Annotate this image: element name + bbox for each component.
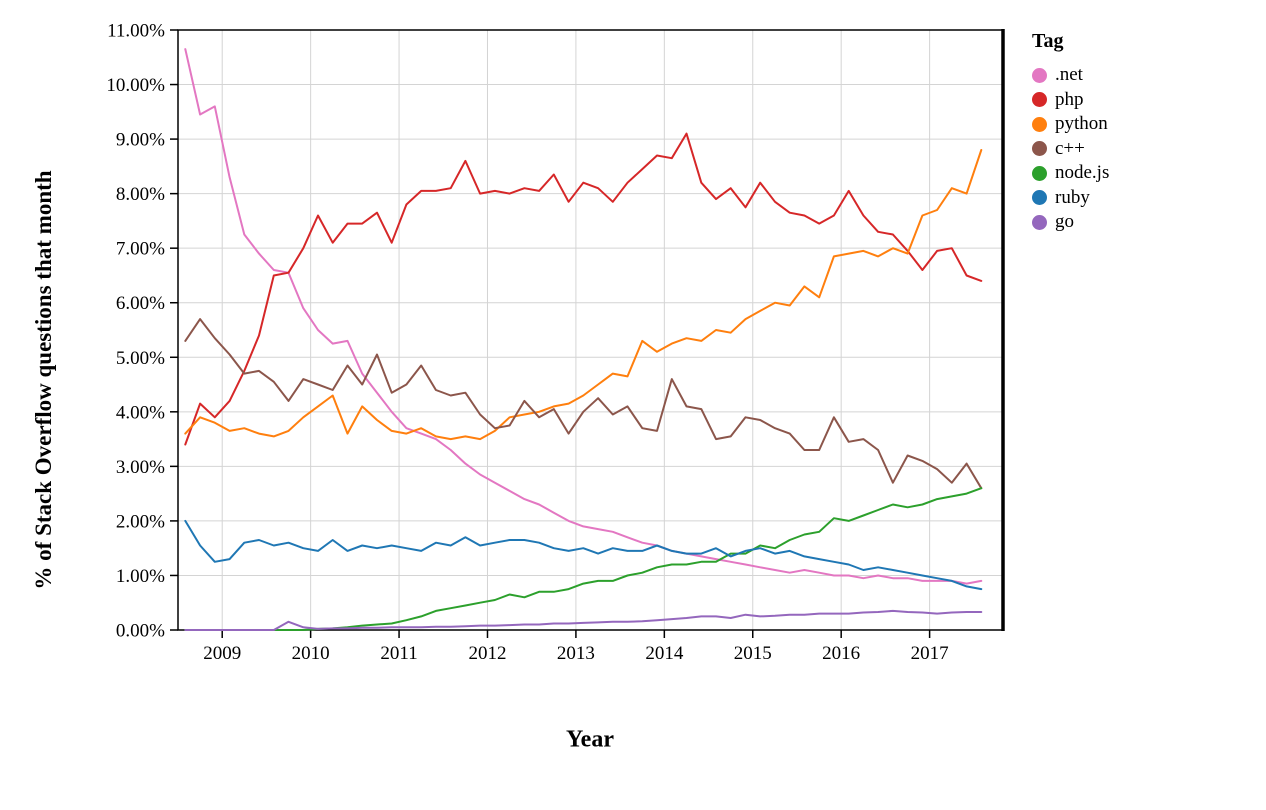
series-line-python	[184, 149, 983, 441]
x-tick-label: 2015	[734, 643, 772, 664]
series-line-node.js	[184, 487, 983, 631]
legend-label: c++	[1055, 137, 1085, 159]
y-tick-label: 10.00%	[106, 75, 165, 96]
legend-label: php	[1055, 88, 1084, 110]
legend-item-python: python	[1032, 112, 1109, 137]
y-tick-label: 3.00%	[116, 457, 165, 478]
legend-item-c++: c++	[1032, 137, 1109, 162]
y-tick-label: 8.00%	[116, 184, 165, 205]
x-tick-label: 2011	[380, 643, 417, 664]
y-tick-label: 11.00%	[107, 21, 165, 42]
y-tick-label: 6.00%	[116, 293, 165, 314]
legend-label: python	[1055, 113, 1108, 135]
legend-swatch-icon	[1032, 116, 1047, 132]
y-tick-label: 1.00%	[116, 566, 165, 587]
y-tick-label: 2.00%	[116, 511, 165, 532]
legend-swatch-icon	[1032, 141, 1047, 157]
legend-swatch-icon	[1032, 214, 1047, 230]
legend-label: go	[1055, 211, 1074, 233]
y-axis-label: % of Stack Overflow questions that month	[31, 170, 56, 590]
legend-swatch-icon	[1032, 165, 1047, 181]
series-line-ruby	[184, 519, 983, 591]
legend-item-php: php	[1032, 88, 1109, 113]
y-tick-label: 7.00%	[116, 239, 165, 260]
legend: Tag .net php python c++ node.js ruby go	[1032, 30, 1109, 235]
x-tick-label: 2016	[822, 643, 860, 664]
legend-item-ruby: ruby	[1032, 186, 1109, 211]
x-tick-label: 2014	[645, 643, 684, 664]
x-tick-label: 2012	[468, 643, 506, 664]
x-tick-label: 2010	[292, 643, 330, 664]
legend-item-node.js: node.js	[1032, 161, 1109, 186]
x-axis-label: Year	[566, 726, 614, 753]
legend-title: Tag	[1032, 30, 1064, 52]
legend-item-go: go	[1032, 210, 1109, 235]
plot-border	[177, 29, 1004, 631]
series-line-go	[184, 609, 983, 631]
y-tick-label: 0.00%	[116, 621, 165, 642]
legend-swatch-icon	[1032, 92, 1047, 108]
legend-label: .net	[1055, 64, 1083, 86]
series-line-c++	[184, 318, 983, 490]
legend-items: .net php python c++ node.js ruby go	[1032, 63, 1109, 235]
y-tick-label: 5.00%	[116, 348, 165, 369]
series-line-.net	[184, 48, 983, 585]
x-tick-label: 2009	[203, 643, 241, 664]
legend-swatch-icon	[1032, 67, 1047, 83]
legend-label: node.js	[1055, 162, 1110, 184]
x-tick-label: 2017	[911, 643, 949, 664]
legend-label: ruby	[1055, 186, 1090, 208]
series-line-php	[184, 132, 983, 446]
legend-swatch-icon	[1032, 190, 1047, 206]
y-tick-label: 9.00%	[116, 130, 165, 151]
legend-item-.net: .net	[1032, 63, 1109, 88]
y-tick-label: 4.00%	[116, 402, 165, 423]
x-tick-label: 2013	[557, 643, 595, 664]
